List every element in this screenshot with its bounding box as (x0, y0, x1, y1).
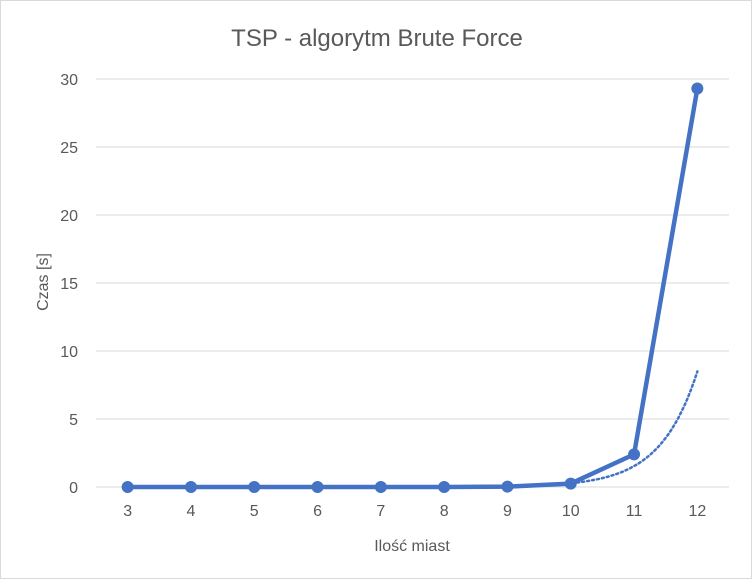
x-axis-ticks: 3 4 5 6 7 8 9 10 11 12 (123, 503, 706, 520)
data-point (311, 481, 324, 493)
data-point (248, 481, 261, 493)
data-point (628, 448, 641, 461)
y-tick-label: 20 (60, 208, 78, 225)
y-tick-label: 15 (60, 276, 78, 293)
x-tick-label: 3 (123, 503, 132, 520)
y-axis-ticks: 0 5 10 15 20 25 30 (60, 72, 78, 497)
data-point (374, 481, 387, 493)
x-tick-label: 7 (376, 503, 385, 520)
x-tick-label: 5 (250, 503, 259, 520)
x-tick-label: 11 (626, 503, 643, 520)
chart-title: TSP - algorytm Brute Force (231, 25, 523, 52)
x-tick-label: 6 (313, 503, 322, 520)
series-layer (121, 82, 704, 493)
x-tick-label: 9 (503, 503, 512, 520)
data-point (564, 477, 577, 490)
data-point (501, 480, 514, 493)
y-tick-label: 5 (69, 412, 78, 429)
x-axis-label: Ilość miast (374, 538, 450, 555)
x-tick-label: 10 (562, 503, 580, 520)
y-axis-label: Czas [s] (35, 253, 52, 311)
x-tick-label: 8 (440, 503, 449, 520)
data-point (121, 481, 134, 493)
data-point (184, 481, 197, 493)
y-tick-label: 0 (69, 480, 78, 497)
x-tick-label: 12 (688, 503, 706, 520)
gridlines (96, 78, 729, 488)
x-tick-label: 4 (186, 503, 195, 520)
data-point (438, 481, 451, 493)
data-point (691, 82, 704, 95)
y-tick-label: 10 (60, 344, 78, 361)
y-tick-label: 25 (60, 140, 78, 157)
y-tick-label: 30 (60, 72, 78, 89)
series-line (125, 86, 700, 490)
